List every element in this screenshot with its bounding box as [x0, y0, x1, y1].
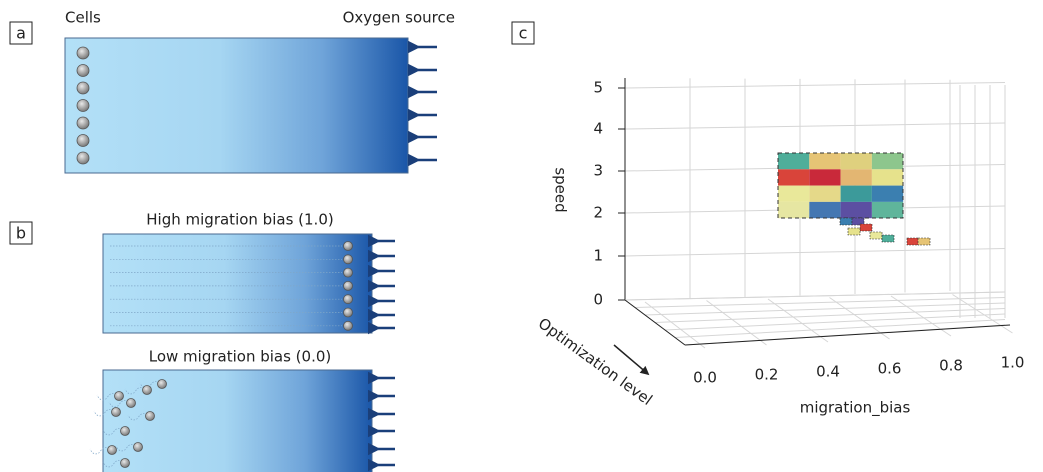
high-bias-title: High migration bias (1.0) [146, 211, 333, 229]
chamber [64, 37, 409, 174]
cell [76, 151, 90, 165]
heat-cell [906, 237, 920, 246]
heat-cell [847, 227, 861, 236]
heat-cell [778, 169, 810, 186]
grid-line [767, 298, 829, 343]
panel-label: c [519, 24, 528, 43]
panel-label-box [511, 21, 535, 45]
cell [343, 267, 353, 278]
heat-cell [871, 169, 904, 186]
chamber [102, 369, 373, 472]
heat-cell [859, 223, 873, 232]
grid-line [664, 313, 1006, 331]
cell [76, 81, 90, 95]
cell [343, 280, 353, 291]
x-tick-label: 1.0 [1001, 354, 1025, 372]
z-tick-label: 0 [593, 291, 603, 309]
cell [343, 320, 353, 331]
axis [684, 324, 1011, 346]
grid-line [706, 300, 767, 346]
cell [76, 99, 90, 112]
cell [111, 407, 121, 417]
cell [343, 241, 353, 251]
heat-cell [881, 234, 895, 243]
heat-cell [778, 153, 810, 170]
panel-label: a [16, 24, 26, 43]
z-tick-label: 1 [593, 247, 603, 265]
heat-cell [809, 169, 841, 186]
heat-cell [839, 217, 853, 226]
cell [343, 254, 353, 265]
heat-cell [840, 185, 872, 202]
cell [145, 411, 155, 421]
cell [76, 116, 90, 130]
panel-label-box [9, 221, 33, 245]
heat-cell [840, 153, 872, 170]
x-tick-label: 0.2 [755, 366, 779, 384]
grid-line [634, 297, 1006, 308]
cell [76, 134, 90, 147]
heat-cell [840, 201, 872, 219]
cell [120, 426, 130, 436]
heat-cell [809, 185, 841, 202]
x-tick-label: 0.8 [939, 357, 963, 375]
depth-axis-label: Optimization level [535, 314, 656, 409]
axis [624, 299, 686, 346]
heat-cell [778, 185, 810, 202]
heat-cell [778, 201, 810, 219]
z-tick-label: 5 [593, 79, 603, 97]
x-tick-label: 0.0 [693, 369, 717, 387]
cell [133, 442, 143, 452]
low-bias-title: Low migration bias (0.0) [149, 348, 332, 366]
grid-line [654, 308, 1006, 323]
heat-cell [869, 231, 883, 240]
cell [142, 385, 152, 395]
heat-cell [871, 185, 904, 202]
heat-cell [809, 153, 841, 170]
chamber [102, 233, 373, 334]
x-axis-label: migration_bias [800, 399, 911, 418]
heat-cell [809, 201, 841, 219]
heat-cell [871, 201, 904, 219]
panel-label-box [9, 21, 33, 45]
panel-a-cells [76, 40, 437, 167]
grid-line [644, 302, 1006, 316]
x-tick-label: 0.6 [878, 360, 902, 378]
panel-b-cells [89, 234, 395, 472]
grid-line [952, 294, 1013, 334]
heat-cell [917, 237, 931, 246]
grid-line [624, 82, 1006, 89]
grid-line [829, 297, 890, 340]
heat-cell [851, 217, 865, 226]
z-tick-label: 4 [593, 120, 603, 138]
grid-line [674, 319, 1006, 338]
cell [157, 379, 167, 389]
cell [107, 445, 117, 455]
depth-arrow [613, 344, 650, 376]
cell [114, 391, 124, 401]
panel-label: b [16, 224, 26, 243]
heat-cell [871, 153, 904, 170]
x-tick-label: 0.4 [816, 363, 840, 381]
grid-line [624, 122, 1006, 130]
cell [120, 458, 130, 468]
cell [126, 398, 136, 408]
grid-line [624, 291, 1006, 301]
oxygen-label: Oxygen source [343, 9, 455, 27]
panel-c-plot: 0 1 2 3 4 5 0.0 0.2 0.4 0.6 0.8 1.0 [593, 78, 1024, 387]
grid-line [644, 301, 706, 349]
cell [76, 64, 90, 77]
cell [343, 294, 353, 305]
cell [76, 46, 90, 60]
z-axis-label: speed [552, 167, 570, 212]
z-tick-label: 3 [593, 162, 603, 180]
z-tick-label: 2 [593, 204, 603, 222]
cells-label: Cells [65, 9, 101, 27]
cell [343, 307, 353, 318]
grid-line [624, 248, 1006, 257]
heat-cell [840, 169, 872, 186]
